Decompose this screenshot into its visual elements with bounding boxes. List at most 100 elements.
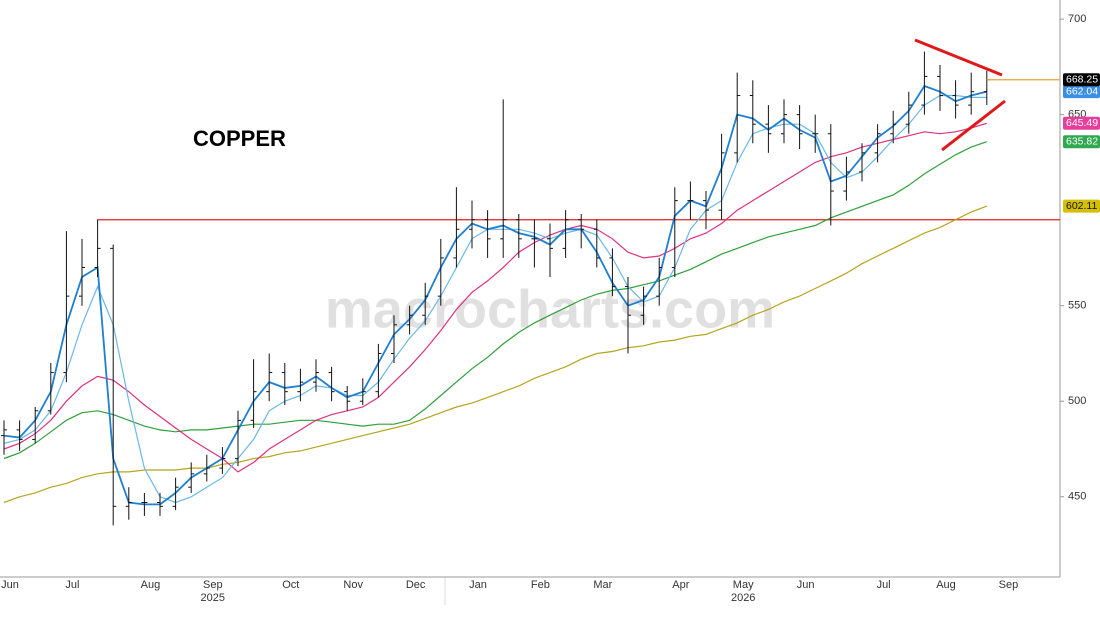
ohlc-bar — [593, 219, 600, 268]
ohlc-bar — [937, 64, 943, 111]
y-tick-label: 550 — [1068, 300, 1086, 312]
ohlc-bar — [313, 359, 319, 392]
ohlc-bar — [437, 238, 444, 306]
value-tag-label: 645.49 — [1066, 117, 1098, 129]
chart-title: COPPER — [193, 126, 286, 151]
ohlc-bar — [250, 359, 257, 428]
ohlc-bar — [16, 420, 23, 451]
ohlc-bar — [110, 244, 117, 526]
ohlc-bar — [422, 282, 429, 325]
ohlc-bar — [391, 315, 397, 364]
x-tick-label: Oct — [282, 579, 299, 591]
ohlc-bar — [890, 110, 897, 144]
ohlc-bar — [63, 231, 70, 383]
ohlc-bar — [172, 477, 179, 511]
y-tick-label: 500 — [1068, 395, 1086, 407]
ohlc-bar — [469, 200, 475, 249]
ohlc-bar — [531, 219, 538, 268]
x-tick-label: Dec — [406, 579, 426, 591]
ohlc-bar — [796, 105, 803, 150]
trendline — [914, 38, 1003, 77]
ohlc-bar — [609, 248, 616, 297]
x-tick-label: Nov — [343, 579, 363, 591]
y-tick-label: 450 — [1068, 491, 1086, 503]
ohlc-bar — [203, 454, 210, 482]
ohlc-bar — [297, 368, 304, 402]
ohlc-bar — [500, 99, 507, 258]
ohlc-bar — [874, 124, 881, 163]
ohlc-bar — [188, 462, 195, 493]
ohlc-bar — [344, 385, 351, 411]
y-tick-label: 700 — [1068, 13, 1086, 25]
x-tick-label: Jul — [877, 579, 891, 591]
value-tag — [1063, 73, 1100, 87]
ohlc-bar — [827, 124, 834, 226]
ohlc-bar — [671, 187, 678, 278]
ohlc-bar — [859, 143, 865, 182]
ohlc-bar — [125, 487, 132, 520]
ohlc-bar — [656, 257, 663, 306]
ohlc-bar — [718, 133, 725, 220]
x-tick-label: Mar — [593, 579, 612, 591]
ohlc-bar — [484, 210, 491, 258]
x-tick-label: Jun — [797, 579, 815, 591]
ohlc-bar — [749, 80, 756, 144]
value-tag-label: 635.82 — [1066, 136, 1098, 148]
ohlc-bar — [32, 406, 39, 444]
ohlc-bar — [983, 70, 990, 106]
x-tick-label: Sep — [203, 579, 223, 591]
moving-average — [3, 205, 988, 504]
ohlc-bar — [219, 447, 226, 474]
ohlc-bar — [625, 277, 631, 354]
moving-average — [3, 84, 988, 506]
ohlc-bar — [547, 223, 553, 278]
x-tick-label: Aug — [936, 579, 956, 591]
ohlc-bar — [406, 305, 413, 335]
trendline — [941, 99, 1006, 152]
year-label: 2026 — [731, 592, 755, 604]
value-tag — [1063, 135, 1100, 149]
ohlc-bar — [453, 187, 460, 268]
ohlc-bar — [578, 213, 585, 249]
ohlc-bar — [375, 343, 382, 398]
ohlc-bar — [157, 492, 163, 516]
ohlc-bar — [281, 363, 288, 406]
ohlc-bar — [640, 286, 647, 325]
value-tag-label: 602.11 — [1066, 200, 1097, 212]
value-tag — [1063, 199, 1100, 213]
ohlc-bar — [812, 114, 819, 153]
ohlc-bar — [359, 378, 366, 406]
ohlc-bar — [328, 366, 335, 402]
value-tag-label: 662.04 — [1066, 85, 1098, 97]
value-tag — [1063, 116, 1100, 130]
ohlc-bar — [94, 219, 101, 278]
ohlc-bar — [905, 91, 912, 134]
x-tick-label: Aug — [141, 579, 161, 591]
moving-average — [3, 141, 987, 460]
ohlc-bar — [952, 80, 959, 119]
ohlc-bar — [765, 105, 772, 153]
ohlc-bar — [968, 72, 975, 115]
ohlc-bar — [781, 99, 787, 144]
value-tag — [1063, 85, 1100, 99]
ohlc-bar — [1, 420, 7, 455]
value-tag-label: 668.25 — [1066, 74, 1098, 86]
ohlc-bar — [921, 51, 928, 115]
ohlc-bar — [141, 492, 148, 516]
watermark: macrocharts.com — [325, 279, 775, 339]
ohlc-bar — [235, 410, 241, 467]
ohlc-bar — [515, 213, 522, 258]
ohlc-bar — [266, 353, 273, 402]
ohlc-bar — [79, 238, 85, 306]
year-label: 2025 — [201, 592, 225, 604]
x-tick-label: Jun — [1, 579, 19, 591]
ohlc-bar — [703, 191, 709, 230]
x-tick-label: Feb — [531, 579, 550, 591]
ohlc-bar — [734, 72, 741, 163]
x-tick-label: Jan — [469, 579, 487, 591]
x-tick-label: Apr — [672, 579, 689, 591]
ohlc-bar — [687, 181, 694, 220]
ohlc-bar — [47, 363, 54, 415]
